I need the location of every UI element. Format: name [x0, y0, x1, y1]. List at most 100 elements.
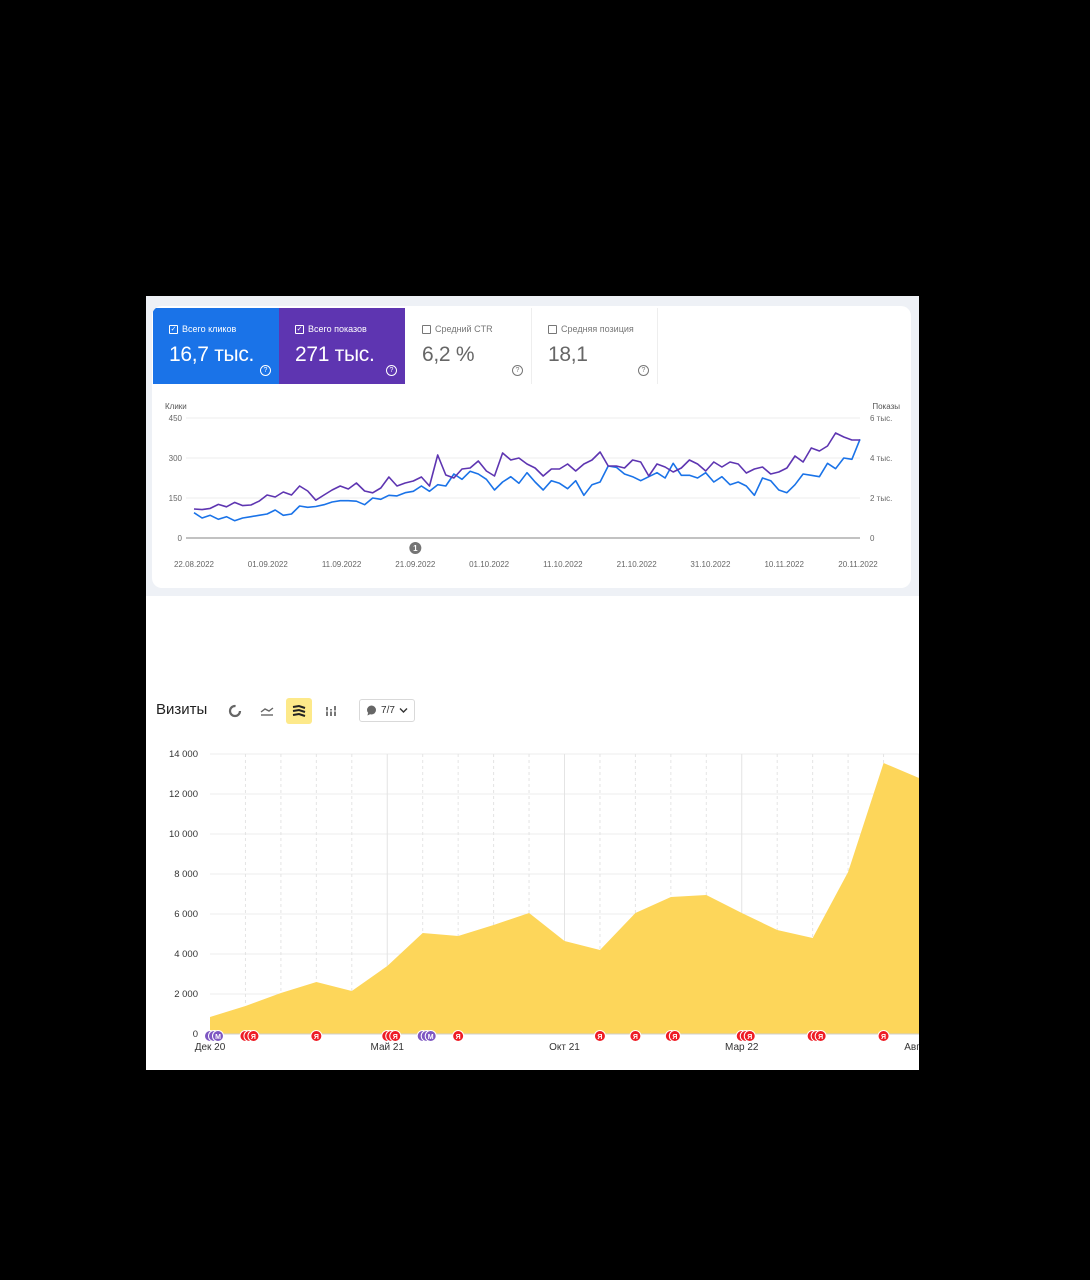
event-marker[interactable] [212, 1030, 224, 1042]
event-marker[interactable] [629, 1030, 642, 1042]
x-tick-label: Май 21 [371, 1042, 405, 1053]
x-tick-label: 01.10.2022 [469, 560, 510, 569]
x-tick-label: 11.09.2022 [322, 560, 362, 569]
y-tick-label: 2 000 [174, 989, 198, 1000]
performance-card: ✓ Всего кликов 16,7 тыс. ? ✓ Всего показов… [152, 306, 911, 588]
checkbox-unchecked-icon[interactable] [548, 324, 557, 334]
visits-title: Визиты [156, 701, 208, 718]
pie-chart-icon [228, 704, 242, 718]
x-tick-label: 10.11.2022 [764, 560, 804, 569]
x-tick-label: 11.10.2022 [543, 560, 583, 569]
event-marker[interactable] [743, 1030, 756, 1042]
y-tick-label: 12 000 [169, 789, 198, 800]
right-axis-label: Показы [872, 402, 900, 411]
x-tick-label: 21.10.2022 [617, 560, 658, 569]
x-tick-label: Авг 22 [904, 1042, 919, 1053]
event-marker-glyph: Я [818, 1034, 823, 1041]
checkbox-unchecked-icon[interactable] [422, 324, 431, 334]
metric-value: 18,1 [548, 343, 588, 366]
line-chart-button[interactable] [254, 698, 280, 724]
event-marker[interactable] [668, 1030, 681, 1042]
y-tick-label-right: 4 тыс. [870, 454, 892, 463]
metric-value: 6,2 % [422, 343, 475, 366]
bar-chart-icon [325, 706, 338, 716]
event-marker-glyph: Я [251, 1034, 256, 1041]
y-tick-label-left: 150 [169, 494, 183, 503]
y-tick-label-right: 0 [870, 534, 875, 543]
event-marker[interactable] [424, 1030, 437, 1042]
event-marker-glyph: М [428, 1034, 434, 1041]
help-icon[interactable]: ? [260, 365, 271, 376]
filter-count: 7/7 [381, 705, 395, 716]
x-tick-label: 31.10.2022 [690, 560, 731, 569]
y-tick-label: 10 000 [169, 829, 198, 840]
checkbox-checked-icon[interactable]: ✓ [169, 324, 178, 334]
event-marker-glyph: Я [597, 1034, 602, 1041]
comment-icon [367, 705, 377, 716]
metric-label: Всего кликов [182, 324, 237, 334]
event-marker[interactable] [593, 1030, 606, 1042]
line-chart-icon [260, 707, 274, 716]
event-marker[interactable] [389, 1030, 402, 1042]
pie-chart-button[interactable] [222, 698, 248, 724]
y-tick-label: 14 000 [169, 749, 198, 760]
y-tick-label: 6 000 [174, 909, 198, 920]
event-marker-glyph: Я [633, 1034, 638, 1041]
metric-total-clicks[interactable]: ✓ Всего кликов 16,7 тыс. ? [153, 308, 279, 384]
x-tick-label: 20.11.2022 [838, 560, 878, 569]
y-tick-label: 0 [193, 1029, 198, 1040]
x-tick-label: 01.09.2022 [248, 560, 289, 569]
event-marker[interactable] [247, 1030, 260, 1042]
metric-label: Средний CTR [435, 324, 493, 334]
help-icon[interactable]: ? [512, 365, 523, 376]
y-tick-label-left: 300 [169, 454, 183, 463]
annotation-label: 1 [413, 544, 418, 553]
bar-chart-button[interactable] [319, 698, 345, 724]
metric-total-impressions[interactable]: ✓ Всего показов 271 тыс. ? [279, 308, 405, 384]
checkbox-checked-icon[interactable]: ✓ [295, 324, 304, 334]
y-tick-label-left: 0 [178, 534, 183, 543]
event-marker-glyph: Я [672, 1034, 677, 1041]
event-marker-glyph: Я [881, 1034, 886, 1041]
visits-area [210, 763, 919, 1034]
series-line [193, 432, 860, 511]
metric-label: Всего показов [308, 324, 367, 334]
metric-label: Средняя позиция [561, 324, 634, 334]
event-marker-glyph: М [215, 1034, 221, 1041]
area-chart-button[interactable] [286, 698, 312, 724]
x-tick-label: Дек 20 [195, 1042, 226, 1053]
search-console-section: ✓ Всего кликов 16,7 тыс. ? ✓ Всего показов… [146, 296, 919, 596]
y-tick-label-right: 6 тыс. [870, 414, 892, 423]
screenshot-panel: ✓ Всего кликов 16,7 тыс. ? ✓ Всего показов… [146, 296, 919, 1070]
clicks-impressions-chart: Клики Показы 0 0 150 2 тыс. 300 4 тыс. 450 6 ты… [165, 402, 900, 569]
event-marker-glyph: Я [314, 1034, 319, 1041]
event-marker-glyph: Я [393, 1034, 398, 1041]
event-marker[interactable] [814, 1030, 827, 1042]
annotations-filter-button[interactable]: 7/7 [359, 699, 415, 722]
metric-value: 16,7 тыс. [169, 343, 255, 366]
help-icon[interactable]: ? [386, 365, 397, 376]
y-tick-label: 4 000 [174, 949, 198, 960]
x-tick-label: Мар 22 [725, 1042, 759, 1053]
area-chart-icon [292, 704, 306, 717]
x-tick-label: Окт 21 [549, 1042, 580, 1053]
y-tick-label-right: 2 тыс. [870, 494, 892, 503]
metric-value: 271 тыс. [295, 343, 375, 366]
help-icon[interactable]: ? [638, 365, 649, 376]
event-marker-glyph: Я [456, 1034, 461, 1041]
series-line [193, 438, 861, 522]
y-tick-label-left: 450 [169, 414, 183, 423]
x-tick-label: 22.08.2022 [174, 560, 215, 569]
x-tick-label: 21.09.2022 [395, 560, 436, 569]
chevron-down-icon [399, 708, 408, 713]
event-marker[interactable] [452, 1030, 465, 1042]
left-axis-label: Клики [165, 402, 187, 411]
annotation-marker[interactable] [409, 542, 422, 554]
metric-average-position[interactable]: Средняя позиция 18,1 ? [532, 308, 658, 384]
metric-average-ctr[interactable]: Средний CTR 6,2 % ? [406, 308, 532, 384]
event-marker-glyph: Я [747, 1034, 752, 1041]
y-tick-label: 8 000 [174, 869, 198, 880]
event-marker[interactable] [877, 1030, 890, 1042]
event-marker[interactable] [310, 1030, 323, 1042]
